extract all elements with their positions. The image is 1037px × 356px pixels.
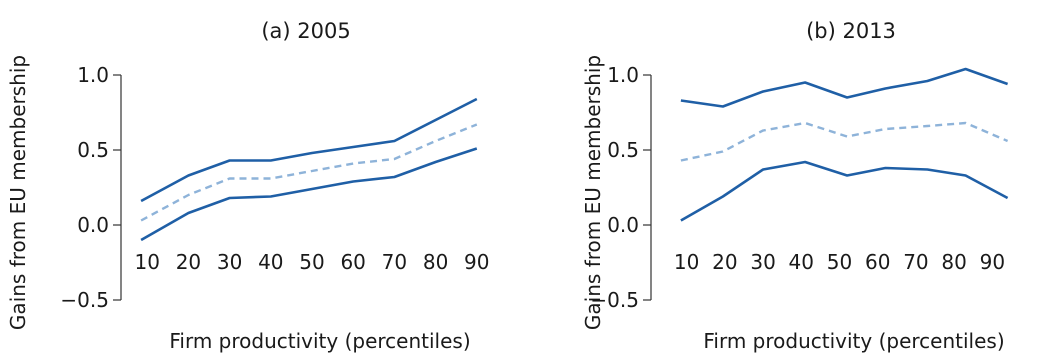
y-tick-label: 0.5 — [77, 138, 109, 162]
series-line-estimate — [140, 123, 478, 222]
series-line-lower — [680, 160, 1009, 222]
x-tick-label: 80 — [941, 250, 966, 274]
y-tick-label: 0.5 — [607, 138, 639, 162]
y-tick-label: 0.0 — [607, 213, 639, 237]
series-line-upper — [680, 67, 1009, 108]
x-axis-label: Firm productivity (percentiles) — [169, 329, 470, 353]
y-tick-label: 1.0 — [77, 63, 109, 87]
x-tick-label: 20 — [712, 250, 737, 274]
x-tick-label: 50 — [827, 250, 852, 274]
series-line-lower — [140, 147, 478, 242]
x-tick-label: 10 — [674, 250, 699, 274]
x-tick-label: 40 — [258, 250, 283, 274]
y-axis-label: Gains from EU membership — [6, 55, 30, 330]
x-tick-label: 60 — [340, 250, 365, 274]
chart-panel-1: (a) 2005 Gains from EU membership Firm pro… — [6, 19, 489, 353]
y-tick-label: 1.0 — [607, 63, 639, 87]
x-tick-label: 50 — [299, 250, 324, 274]
x-tick-label: 40 — [789, 250, 814, 274]
x-tick-label: 10 — [135, 250, 160, 274]
x-tick-label: 60 — [865, 250, 890, 274]
y-tick-label: 0.0 — [77, 213, 109, 237]
x-tick-label: 70 — [382, 250, 407, 274]
x-tick-label: 70 — [903, 250, 928, 274]
x-tick-label: 20 — [176, 250, 201, 274]
y-tick-label: −0.5 — [590, 288, 639, 312]
x-tick-label: 30 — [217, 250, 242, 274]
x-tick-label: 90 — [464, 250, 489, 274]
series-line-upper — [140, 97, 478, 203]
chart-title: (a) 2005 — [261, 19, 350, 43]
y-tick-label: −0.5 — [60, 288, 109, 312]
series-group — [680, 67, 1009, 222]
x-tick-label: 80 — [423, 250, 448, 274]
x-axis-label: Firm productivity (percentiles) — [703, 329, 1004, 353]
y-axis-label: Gains from EU membership — [581, 55, 605, 330]
series-line-estimate — [680, 121, 1009, 162]
chart-title: (b) 2013 — [806, 19, 896, 43]
x-tick-label: 90 — [980, 250, 1005, 274]
x-tick-label: 30 — [750, 250, 775, 274]
series-group — [140, 97, 478, 242]
chart-panel-2: (b) 2013 Gains from EU membership Firm pro… — [581, 19, 1009, 353]
